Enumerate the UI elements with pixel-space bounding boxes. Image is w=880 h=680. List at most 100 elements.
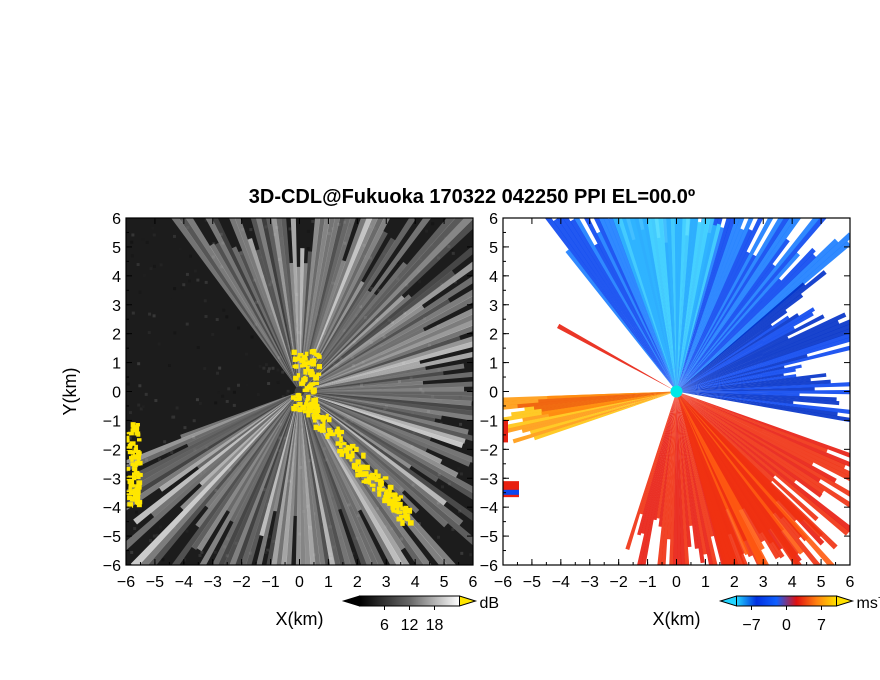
noise-speck — [267, 367, 271, 371]
y-tick-label: 1 — [489, 356, 498, 373]
noise-speck — [446, 299, 450, 303]
strong-echo-pixel — [293, 403, 299, 408]
approach-ray — [676, 270, 827, 392]
noise-speck — [306, 229, 310, 233]
strong-echo-pixel — [400, 506, 405, 510]
noise-speck — [351, 363, 355, 367]
echo-ray — [299, 391, 464, 526]
colorbar-left: 6 12 18 dB — [341, 595, 499, 634]
echo-ray — [266, 391, 300, 565]
noise-speck — [148, 312, 152, 316]
recede-ray — [676, 391, 785, 559]
strong-echo-pixel — [307, 370, 314, 376]
approach-ray — [676, 251, 750, 392]
strong-echo-pixel — [391, 508, 396, 513]
noise-speck — [185, 322, 189, 326]
echo-ray — [299, 391, 436, 423]
strong-echo-pixel — [133, 471, 139, 476]
x-tick-label: 1 — [701, 574, 710, 591]
noise-speck — [218, 366, 222, 370]
echo-ray — [229, 218, 300, 392]
strong-echo-pixel — [295, 393, 302, 398]
plot-area-right — [503, 218, 850, 565]
approach-ray — [676, 312, 814, 392]
approach-ray — [596, 231, 677, 392]
strong-echo-pixel — [386, 498, 393, 504]
x-tick-label: −6 — [117, 574, 135, 591]
noise-speck — [167, 452, 171, 456]
ticks-right: −6 −5 −4 −3 −2 −1 0 1 2 3 4 5 6 −6 −5 −4 −3 −2 −1 0 1 2 3 4 5 6 — [480, 211, 855, 591]
approach-ray — [676, 278, 782, 392]
strong-echo-pixel — [364, 464, 370, 471]
recede-ray — [676, 391, 850, 536]
strong-echo-pixel — [128, 486, 132, 491]
noise-speck — [453, 280, 457, 284]
echo-ray — [136, 391, 300, 483]
echo-ray — [247, 238, 300, 392]
noise-speck — [392, 434, 396, 438]
noise-speck — [329, 349, 333, 353]
noise-speck — [172, 234, 176, 238]
approach-ray — [676, 253, 817, 392]
y-axis-label: Y(km) — [60, 368, 80, 416]
strong-echo-pixel — [132, 467, 138, 472]
noise-speck — [204, 314, 208, 318]
recede-ray — [676, 391, 750, 556]
strong-echo-pixel — [136, 474, 141, 480]
strong-echo-pixel — [313, 381, 319, 386]
strong-echo-pixel — [306, 384, 312, 389]
noise-speck — [262, 467, 266, 471]
echo-ray — [299, 391, 473, 500]
noise-speck — [459, 422, 463, 426]
echo-ray — [299, 391, 469, 435]
noise-speck — [286, 389, 290, 393]
noise-speck — [451, 527, 455, 531]
echo-ray — [299, 363, 465, 392]
strong-echo-pixel — [132, 464, 138, 468]
strong-echo-pixel — [137, 455, 141, 461]
strong-echo-pixel — [136, 453, 140, 458]
x-tick-label: −5 — [146, 574, 164, 591]
noise-speck — [186, 226, 190, 230]
approach-ray — [676, 293, 804, 392]
recede-ray — [676, 391, 828, 453]
approach-ray-light — [676, 218, 695, 392]
approach-ray — [565, 249, 677, 392]
echo-ray — [138, 391, 300, 476]
recede-ray — [676, 391, 821, 483]
noise-speck — [245, 383, 249, 387]
strong-echo-pixel — [313, 375, 320, 381]
strong-echo-pixel — [136, 458, 140, 464]
strong-echo-pixel — [135, 484, 139, 491]
strong-echo-pixel — [349, 443, 356, 449]
noise-speck — [172, 449, 176, 453]
noise-speck — [131, 233, 135, 237]
noise-speck — [327, 232, 331, 236]
noise-speck — [214, 401, 218, 405]
strong-echo-pixel — [291, 349, 297, 355]
noise-speck — [180, 220, 184, 224]
noise-speck — [451, 251, 455, 255]
noise-speck — [281, 370, 285, 374]
echo-ray — [299, 391, 428, 452]
noise-speck — [195, 398, 199, 402]
noise-speck — [217, 391, 221, 395]
strong-echo-pixel — [291, 405, 296, 411]
echo-ray — [130, 391, 300, 565]
strong-echo-pixel — [290, 395, 296, 400]
echo-ray — [238, 250, 300, 392]
echo-ray — [299, 270, 456, 392]
strong-echo-pixel — [133, 454, 139, 458]
noise-speck — [417, 522, 421, 526]
strong-echo-pixel — [311, 416, 318, 420]
approach-ray — [676, 315, 790, 392]
noise-speck — [387, 321, 391, 325]
noise-speck — [450, 248, 454, 252]
echo-ray — [299, 295, 405, 392]
approach-ray-light — [676, 223, 722, 392]
noise-speck — [271, 366, 275, 370]
strong-echo-pixel — [312, 418, 317, 423]
y-tick-label: −4 — [103, 500, 121, 517]
echo-ray — [299, 391, 447, 506]
noise-speck — [446, 339, 450, 343]
